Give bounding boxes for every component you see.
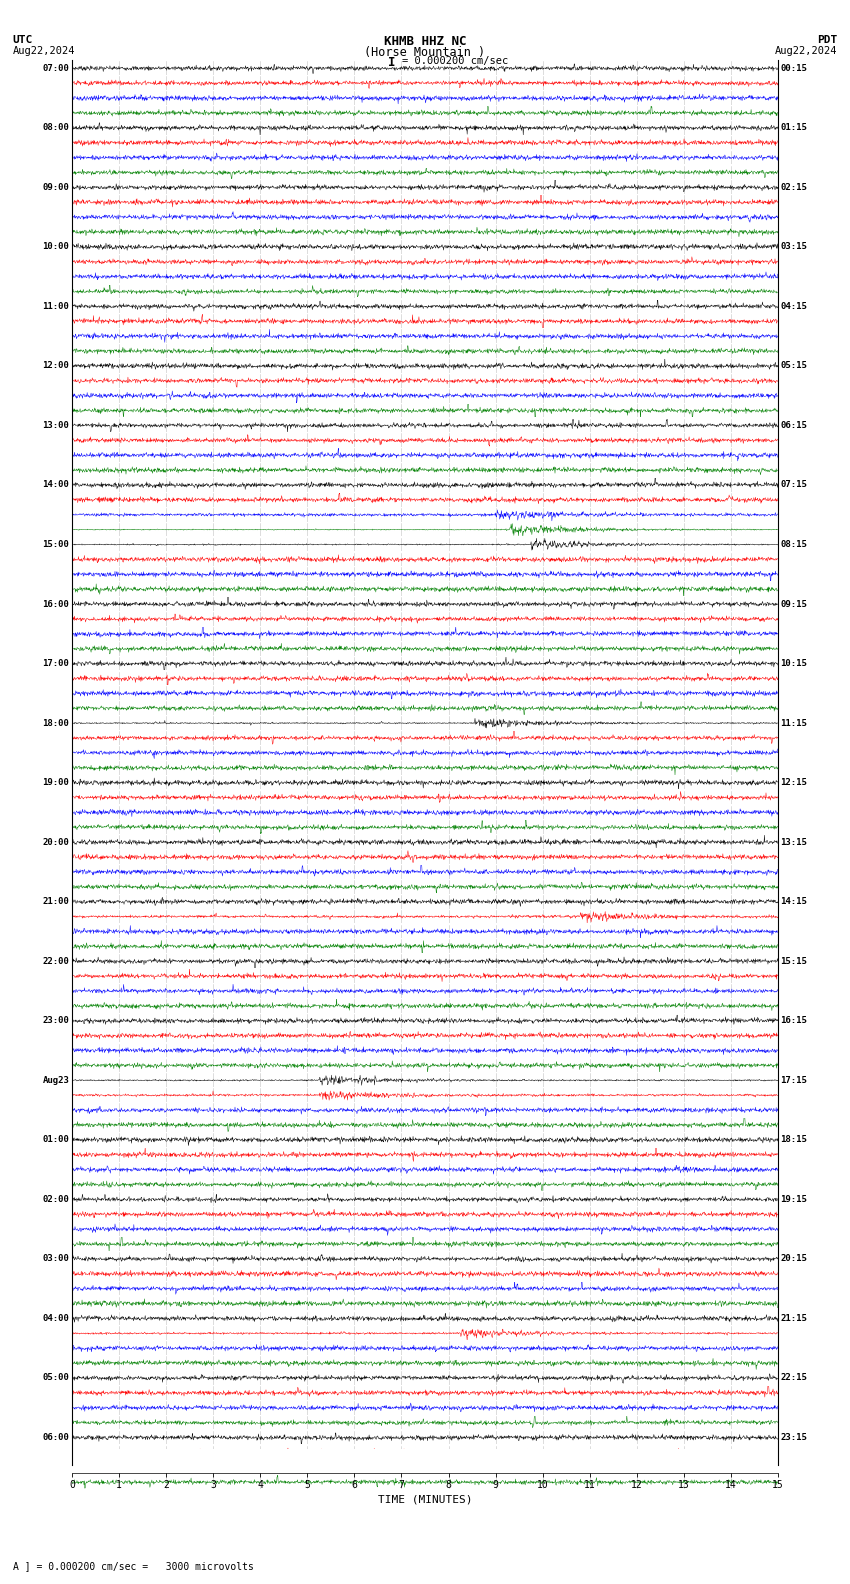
Text: 00:15: 00:15 bbox=[780, 63, 808, 73]
Text: 04:15: 04:15 bbox=[780, 303, 808, 310]
Text: 12:00: 12:00 bbox=[42, 361, 70, 371]
Text: 17:00: 17:00 bbox=[42, 659, 70, 668]
Text: 05:00: 05:00 bbox=[42, 1373, 70, 1383]
Text: 18:00: 18:00 bbox=[42, 719, 70, 727]
Text: 06:15: 06:15 bbox=[780, 421, 808, 429]
Text: 08:15: 08:15 bbox=[780, 540, 808, 550]
Text: 19:00: 19:00 bbox=[42, 778, 70, 787]
Text: 01:00: 01:00 bbox=[42, 1136, 70, 1144]
Text: 10:15: 10:15 bbox=[780, 659, 808, 668]
X-axis label: TIME (MINUTES): TIME (MINUTES) bbox=[377, 1494, 473, 1505]
Text: 04:00: 04:00 bbox=[42, 1313, 70, 1323]
Text: 11:00: 11:00 bbox=[42, 303, 70, 310]
Text: 18:15: 18:15 bbox=[780, 1136, 808, 1144]
Text: 20:15: 20:15 bbox=[780, 1255, 808, 1264]
Text: 03:15: 03:15 bbox=[780, 242, 808, 252]
Text: 22:15: 22:15 bbox=[780, 1373, 808, 1383]
Text: Aug23: Aug23 bbox=[42, 1076, 70, 1085]
Text: 16:00: 16:00 bbox=[42, 599, 70, 608]
Text: 22:00: 22:00 bbox=[42, 957, 70, 966]
Text: 03:00: 03:00 bbox=[42, 1255, 70, 1264]
Text: 15:15: 15:15 bbox=[780, 957, 808, 966]
Text: 07:15: 07:15 bbox=[780, 480, 808, 489]
Text: 01:15: 01:15 bbox=[780, 124, 808, 131]
Text: 16:15: 16:15 bbox=[780, 1017, 808, 1025]
Text: 02:15: 02:15 bbox=[780, 182, 808, 192]
Text: = 0.000200 cm/sec: = 0.000200 cm/sec bbox=[402, 55, 508, 67]
Text: KHMB HHZ NC: KHMB HHZ NC bbox=[383, 35, 467, 48]
Text: 17:15: 17:15 bbox=[780, 1076, 808, 1085]
Text: Aug22,2024: Aug22,2024 bbox=[774, 46, 837, 55]
Text: Aug22,2024: Aug22,2024 bbox=[13, 46, 76, 55]
Text: 15:00: 15:00 bbox=[42, 540, 70, 550]
Text: 23:15: 23:15 bbox=[780, 1434, 808, 1441]
Text: A ] = 0.000200 cm/sec =   3000 microvolts: A ] = 0.000200 cm/sec = 3000 microvolts bbox=[13, 1562, 253, 1571]
Text: 09:15: 09:15 bbox=[780, 599, 808, 608]
Text: 02:00: 02:00 bbox=[42, 1194, 70, 1204]
Text: (Horse Mountain ): (Horse Mountain ) bbox=[365, 46, 485, 59]
Text: 14:00: 14:00 bbox=[42, 480, 70, 489]
Text: 08:00: 08:00 bbox=[42, 124, 70, 131]
Text: PDT: PDT bbox=[817, 35, 837, 44]
Text: 11:15: 11:15 bbox=[780, 719, 808, 727]
Text: 13:00: 13:00 bbox=[42, 421, 70, 429]
Text: 20:00: 20:00 bbox=[42, 838, 70, 846]
Text: 21:00: 21:00 bbox=[42, 897, 70, 906]
Text: 05:15: 05:15 bbox=[780, 361, 808, 371]
Text: 06:00: 06:00 bbox=[42, 1434, 70, 1441]
Text: I: I bbox=[388, 55, 395, 70]
Text: 07:00: 07:00 bbox=[42, 63, 70, 73]
Text: 12:15: 12:15 bbox=[780, 778, 808, 787]
Text: 13:15: 13:15 bbox=[780, 838, 808, 846]
Text: UTC: UTC bbox=[13, 35, 33, 44]
Text: 09:00: 09:00 bbox=[42, 182, 70, 192]
Text: 10:00: 10:00 bbox=[42, 242, 70, 252]
Text: 19:15: 19:15 bbox=[780, 1194, 808, 1204]
Text: 14:15: 14:15 bbox=[780, 897, 808, 906]
Text: 23:00: 23:00 bbox=[42, 1017, 70, 1025]
Text: 21:15: 21:15 bbox=[780, 1313, 808, 1323]
